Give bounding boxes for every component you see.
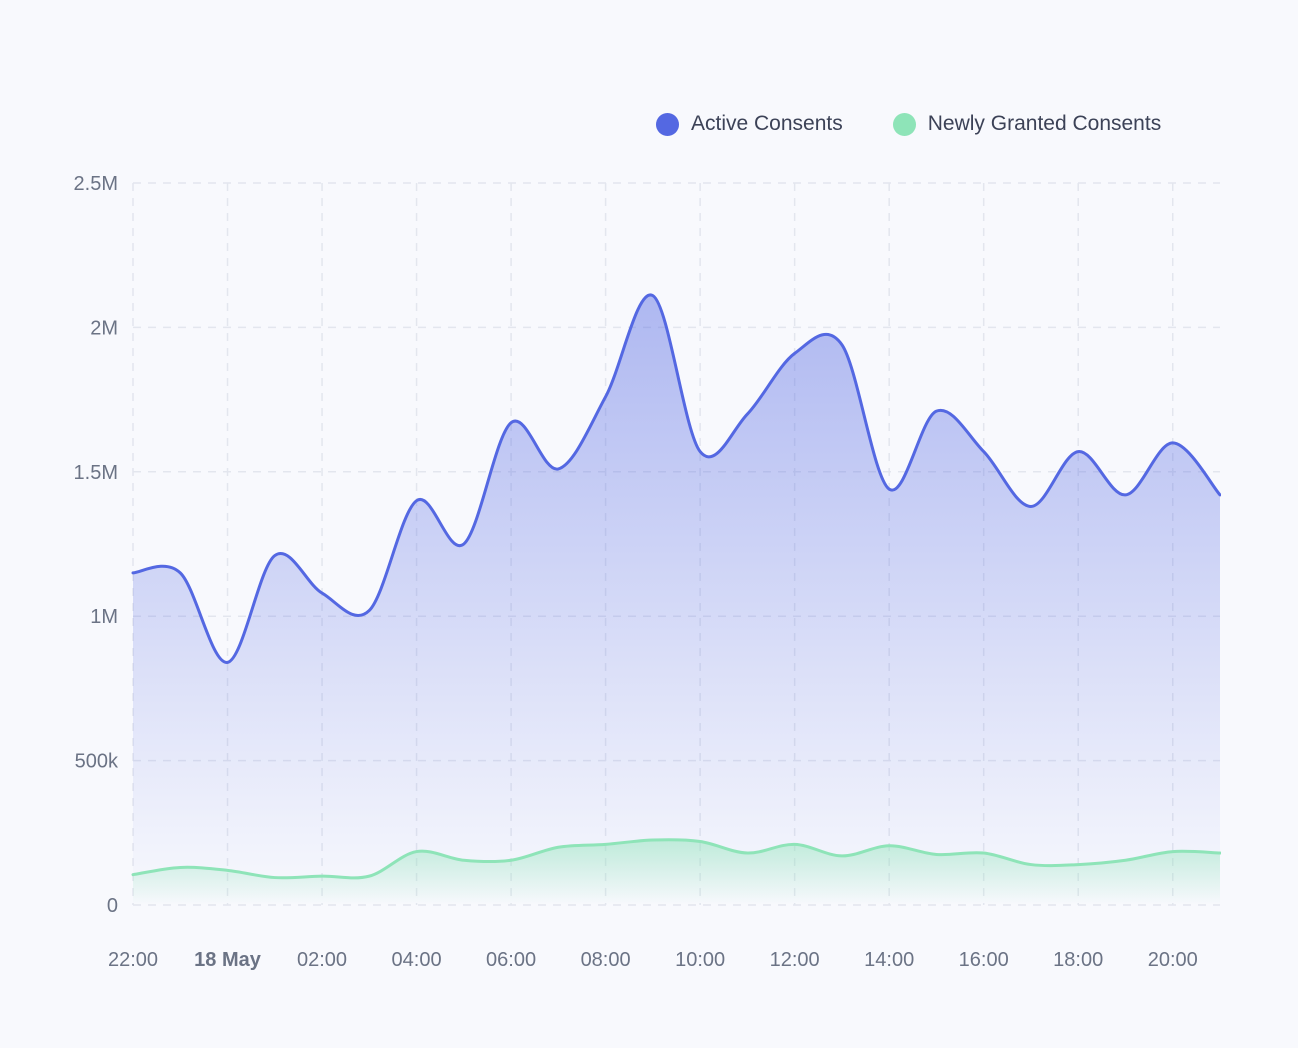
legend-item-active-consents[interactable]: Active Consents (656, 112, 843, 136)
point-active-consents[interactable] (461, 541, 467, 547)
point-new-consents[interactable] (1122, 857, 1128, 863)
point-active-consents[interactable] (555, 466, 561, 472)
point-active-consents[interactable] (792, 350, 798, 356)
point-active-consents[interactable] (981, 449, 987, 455)
x-tick-label: 06:00 (486, 949, 536, 971)
x-tick-label: 08:00 (581, 949, 631, 971)
y-tick-label: 2M (90, 317, 118, 339)
point-active-consents[interactable] (508, 420, 514, 426)
y-tick-label: 500k (75, 751, 119, 773)
point-active-consents[interactable] (886, 486, 892, 492)
x-tick-label: 16:00 (959, 949, 1009, 971)
legend-swatch-active-consents (656, 112, 679, 136)
point-new-consents[interactable] (792, 841, 798, 847)
y-tick-label: 1.5M (74, 462, 118, 484)
point-new-consents[interactable] (1028, 862, 1034, 868)
x-tick-label: 12:00 (770, 949, 820, 971)
point-new-consents[interactable] (461, 857, 467, 863)
point-active-consents[interactable] (366, 607, 372, 613)
x-tick-label: 14:00 (864, 949, 914, 971)
point-new-consents[interactable] (1075, 862, 1081, 868)
point-active-consents[interactable] (177, 570, 183, 576)
point-active-consents[interactable] (130, 570, 136, 576)
legend-label-active-consents: Active Consents (691, 112, 843, 135)
area-active-consents (133, 294, 1220, 905)
point-active-consents[interactable] (697, 449, 703, 455)
point-new-consents[interactable] (981, 850, 987, 856)
point-new-consents[interactable] (319, 873, 325, 879)
point-active-consents[interactable] (933, 408, 939, 414)
point-active-consents[interactable] (414, 498, 420, 504)
y-tick-label: 2.5M (74, 173, 118, 195)
point-new-consents[interactable] (1217, 850, 1223, 856)
x-tick-label: 18:00 (1053, 949, 1103, 971)
point-new-consents[interactable] (508, 857, 514, 863)
point-new-consents[interactable] (130, 872, 136, 878)
point-active-consents[interactable] (1028, 503, 1034, 509)
point-new-consents[interactable] (839, 853, 845, 859)
y-tick-label: 0 (107, 895, 118, 917)
point-active-consents[interactable] (603, 394, 609, 400)
point-active-consents[interactable] (839, 342, 845, 348)
chart-legend: Active Consents Newly Granted Consents (656, 112, 1161, 136)
point-active-consents[interactable] (650, 293, 656, 299)
point-active-consents[interactable] (225, 659, 231, 665)
x-tick-label: 20:00 (1148, 949, 1198, 971)
x-tick-label: 22:00 (108, 949, 158, 971)
legend-item-newly-granted-consents[interactable]: Newly Granted Consents (892, 112, 1162, 136)
x-tick-label: 02:00 (297, 949, 347, 971)
point-new-consents[interactable] (650, 837, 656, 843)
point-new-consents[interactable] (272, 875, 278, 881)
point-active-consents[interactable] (1217, 492, 1223, 498)
point-new-consents[interactable] (414, 849, 420, 855)
line-active-consents[interactable] (131, 293, 1221, 664)
series-lines (130, 293, 1223, 881)
legend-label-newly-granted-consents: Newly Granted Consents (927, 112, 1162, 135)
point-active-consents[interactable] (319, 590, 325, 596)
x-tick-label-date: 18 May (194, 949, 262, 971)
y-axis-ticks: 0 500k 1M 1.5M 2M 2.5M (74, 173, 119, 917)
point-active-consents[interactable] (272, 553, 278, 559)
x-axis-ticks: 22:00 18 May 02:00 04:00 06:00 08:00 10:00 12:0… (108, 949, 1198, 971)
point-active-consents[interactable] (744, 411, 750, 417)
line-new-consents[interactable] (131, 838, 1221, 880)
point-new-consents[interactable] (697, 838, 703, 844)
point-new-consents[interactable] (933, 851, 939, 857)
legend-swatch-newly-granted-consents (892, 112, 916, 136)
point-new-consents[interactable] (603, 841, 609, 847)
point-active-consents[interactable] (1122, 492, 1128, 498)
y-tick-label: 1M (90, 606, 118, 628)
point-active-consents[interactable] (1170, 440, 1176, 446)
x-tick-label: 10:00 (675, 949, 725, 971)
point-active-consents[interactable] (1075, 449, 1081, 455)
point-new-consents[interactable] (225, 867, 231, 873)
series-areas (133, 294, 1220, 905)
x-tick-label: 04:00 (392, 949, 442, 971)
point-new-consents[interactable] (366, 873, 372, 879)
point-new-consents[interactable] (177, 864, 183, 870)
point-new-consents[interactable] (744, 850, 750, 856)
point-new-consents[interactable] (886, 843, 892, 849)
point-new-consents[interactable] (555, 844, 561, 850)
point-new-consents[interactable] (1170, 849, 1176, 855)
